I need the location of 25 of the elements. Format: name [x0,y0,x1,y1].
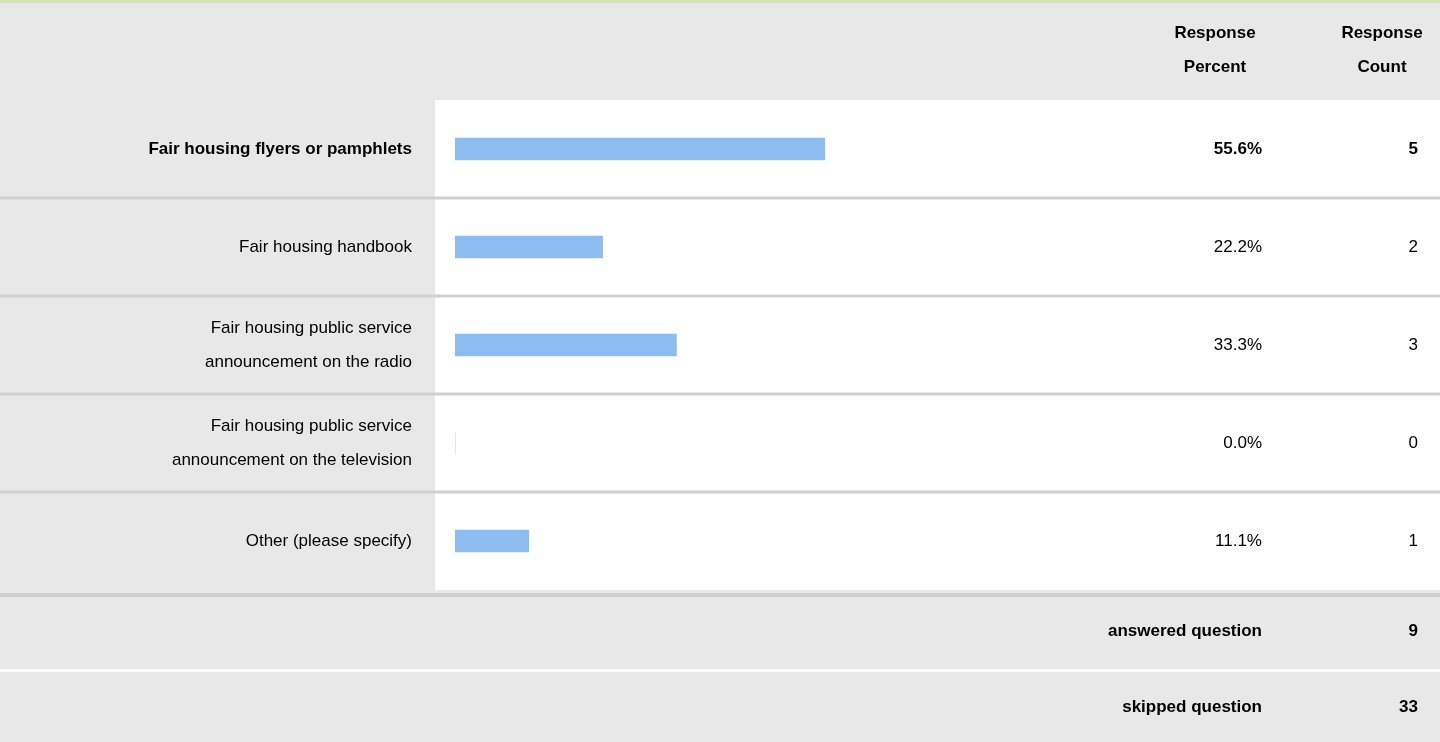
text: 1 [1408,530,1418,550]
text: 5 [1408,138,1418,158]
text: 9 [1408,620,1418,640]
text: 0 [1408,432,1418,452]
text: 2 [1408,236,1418,256]
data-label: 22.2% [1213,236,1262,256]
text: 33 [1399,696,1418,716]
y-tick-label: Fair housing handbook [239,236,413,256]
data-label: 33.3% [1213,334,1262,354]
text: skipped question [1122,696,1262,716]
y-tick-label: Fair housing public service announcement on the radio [205,317,412,371]
text: 3 [1408,334,1418,354]
y-tick-label: Other (please specify) [245,530,412,550]
text: Response Count [1341,22,1423,76]
data-label: 11.1% [1215,530,1262,550]
data-label: 55.6% [1213,138,1262,158]
bar [455,235,603,259]
data-label: 0.0% [1223,432,1262,452]
y-tick-label: Fair housing flyers or pamphlets [148,138,412,158]
text: answered question [1108,620,1262,640]
bar [455,529,530,553]
bar [455,137,826,161]
bar [455,333,677,357]
text: Response Percent [1174,22,1256,76]
y-tick-label: Fair housing public service announcement on the television [171,415,412,469]
